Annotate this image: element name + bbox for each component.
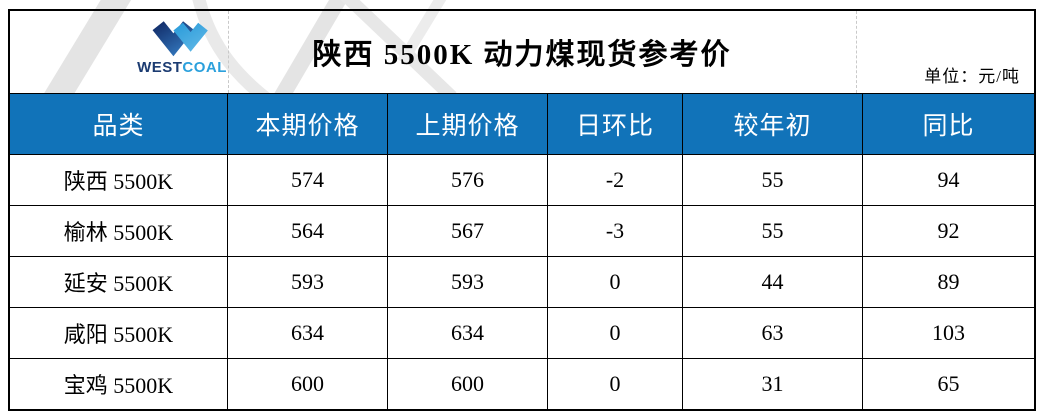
table-header-row: 品类 本期价格 上期价格 日环比 较年初 同比	[10, 94, 1034, 155]
table-cell: 0	[548, 359, 683, 409]
table-cell: 593	[388, 257, 548, 308]
table-cell: 31	[683, 359, 863, 409]
table-cell: 0	[548, 308, 683, 359]
table-cell-category: 宝鸡 5500K	[10, 359, 228, 409]
column-header-daily-change: 日环比	[548, 94, 683, 155]
table-row: 陕西 5500K 574 576 -2 55 94	[10, 155, 1034, 206]
table-cell-category: 榆林 5500K	[10, 206, 228, 257]
column-header-previous-price: 上期价格	[388, 94, 548, 155]
table-cell: 89	[863, 257, 1034, 308]
table-cell: 65	[863, 359, 1034, 409]
table-row: 延安 5500K 593 593 0 44 89	[10, 257, 1034, 308]
print-gridline	[856, 11, 857, 93]
table-cell: 600	[388, 359, 548, 409]
table-cell: 103	[863, 308, 1034, 359]
table-cell: -3	[548, 206, 683, 257]
table-cell: 564	[228, 206, 388, 257]
table-row: 榆林 5500K 564 567 -3 55 92	[10, 206, 1034, 257]
table-cell: 55	[683, 206, 863, 257]
table-cell: 63	[683, 308, 863, 359]
header-band: WESTCOAL 陕西 5500K 动力煤现货参考价 单位：元/吨	[10, 11, 1034, 94]
logo-word-west: WEST	[137, 59, 183, 76]
table-cell: 576	[388, 155, 548, 206]
column-header-ytd-change: 较年初	[683, 94, 863, 155]
page-title: 陕西 5500K 动力煤现货参考价	[312, 39, 732, 71]
table-cell: -2	[548, 155, 683, 206]
table-cell: 634	[228, 308, 388, 359]
table-cell-category: 咸阳 5500K	[10, 308, 228, 359]
column-header-current-price: 本期价格	[228, 94, 388, 155]
table-cell: 0	[548, 257, 683, 308]
table-cell: 55	[683, 155, 863, 206]
table-cell: 567	[388, 206, 548, 257]
table-row: 宝鸡 5500K 600 600 0 31 65	[10, 359, 1034, 409]
table-cell-category: 陕西 5500K	[10, 155, 228, 206]
table-cell: 44	[683, 257, 863, 308]
table-row: 咸阳 5500K 634 634 0 63 103	[10, 308, 1034, 359]
table-cell-category: 延安 5500K	[10, 257, 228, 308]
unit-label: 单位：元/吨	[924, 67, 1020, 86]
column-header-yoy-change: 同比	[863, 94, 1034, 155]
table-cell: 92	[863, 206, 1034, 257]
table-cell: 634	[388, 308, 548, 359]
table-cell: 593	[228, 257, 388, 308]
table-cell: 94	[863, 155, 1034, 206]
table-cell: 574	[228, 155, 388, 206]
table-cell: 600	[228, 359, 388, 409]
price-table-frame: WESTCOAL 陕西 5500K 动力煤现货参考价 单位：元/吨 品类 本期价…	[8, 9, 1036, 411]
column-header-category: 品类	[10, 94, 228, 155]
